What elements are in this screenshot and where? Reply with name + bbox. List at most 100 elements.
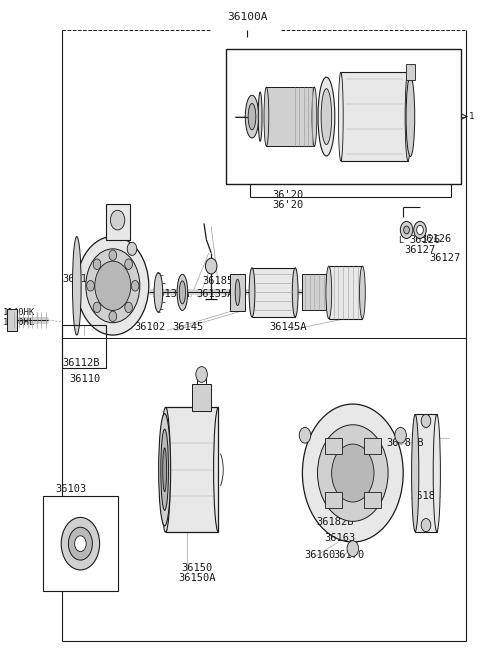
Text: 36150: 36150 <box>181 563 213 573</box>
Ellipse shape <box>235 279 240 306</box>
Text: 36100A: 36100A <box>227 12 267 22</box>
Text: 36127: 36127 <box>404 245 436 255</box>
Text: 36183: 36183 <box>410 491 442 501</box>
Circle shape <box>86 249 140 323</box>
Bar <box>302 274 326 310</box>
Ellipse shape <box>360 266 365 319</box>
Ellipse shape <box>326 266 332 319</box>
Bar <box>324 438 342 454</box>
Text: 36112B: 36112B <box>62 358 100 368</box>
Circle shape <box>125 259 132 269</box>
Text: 36103: 36103 <box>55 484 86 494</box>
Circle shape <box>110 210 125 230</box>
Circle shape <box>421 518 431 532</box>
Circle shape <box>109 250 117 260</box>
Text: 36131A: 36131A <box>152 289 190 299</box>
Text: 36185: 36185 <box>203 276 234 286</box>
Ellipse shape <box>433 415 441 532</box>
Text: 36'20: 36'20 <box>272 191 304 200</box>
Bar <box>364 438 381 454</box>
Text: 36102: 36102 <box>134 322 166 332</box>
Text: 1: 1 <box>469 112 475 121</box>
Ellipse shape <box>72 237 81 335</box>
Ellipse shape <box>405 72 411 161</box>
Circle shape <box>77 237 149 335</box>
Circle shape <box>68 527 92 560</box>
Circle shape <box>74 536 86 552</box>
Ellipse shape <box>318 78 335 156</box>
Circle shape <box>332 444 374 502</box>
Text: 36163: 36163 <box>324 533 355 543</box>
Circle shape <box>95 261 131 311</box>
Text: 36126: 36126 <box>409 235 441 245</box>
Bar <box>192 384 211 411</box>
Text: 36'81B: 36'81B <box>386 438 424 448</box>
Ellipse shape <box>338 72 343 161</box>
Ellipse shape <box>258 92 262 141</box>
Circle shape <box>318 425 388 522</box>
Text: 36126: 36126 <box>420 235 451 244</box>
Circle shape <box>421 415 431 428</box>
Text: 1140HK: 1140HK <box>2 307 35 317</box>
Bar <box>226 49 461 184</box>
Text: L: L <box>398 236 403 245</box>
Bar <box>266 87 314 147</box>
Ellipse shape <box>245 95 259 138</box>
Bar <box>329 266 362 319</box>
Text: 36145: 36145 <box>173 322 204 332</box>
Bar <box>415 415 437 532</box>
Bar <box>230 274 245 311</box>
Circle shape <box>125 302 132 313</box>
Circle shape <box>299 427 311 443</box>
Text: 36117A: 36117A <box>62 274 100 284</box>
Bar <box>252 268 295 317</box>
Text: 36127: 36127 <box>430 253 461 263</box>
Circle shape <box>400 221 413 238</box>
Ellipse shape <box>161 429 168 510</box>
Circle shape <box>109 311 117 322</box>
Circle shape <box>93 259 101 269</box>
Circle shape <box>417 225 423 235</box>
Circle shape <box>127 242 137 256</box>
Ellipse shape <box>248 103 256 129</box>
Circle shape <box>302 404 403 542</box>
Ellipse shape <box>411 415 419 532</box>
Text: 36160: 36160 <box>305 550 336 560</box>
Ellipse shape <box>264 87 269 146</box>
Circle shape <box>61 518 100 570</box>
Circle shape <box>395 427 407 443</box>
Bar <box>43 496 118 591</box>
Text: 36110: 36110 <box>70 374 101 384</box>
Ellipse shape <box>321 89 332 145</box>
Circle shape <box>404 226 409 234</box>
Text: 1140HL: 1140HL <box>2 317 35 327</box>
Ellipse shape <box>177 275 188 310</box>
Bar <box>324 492 342 508</box>
Text: 36135A: 36135A <box>197 289 234 299</box>
Circle shape <box>347 541 359 556</box>
Bar <box>106 204 130 240</box>
Bar <box>364 492 381 508</box>
Text: 36150A: 36150A <box>178 573 216 583</box>
Bar <box>7 309 17 331</box>
Circle shape <box>414 221 426 238</box>
Ellipse shape <box>406 77 415 156</box>
Text: 36182B: 36182B <box>317 517 354 527</box>
Ellipse shape <box>154 273 163 312</box>
Circle shape <box>93 302 101 313</box>
Circle shape <box>205 258 217 274</box>
Circle shape <box>86 281 94 291</box>
Ellipse shape <box>249 268 255 317</box>
Ellipse shape <box>292 268 298 317</box>
Ellipse shape <box>312 87 317 146</box>
Text: 36'20: 36'20 <box>272 200 304 210</box>
Bar <box>406 64 415 80</box>
Ellipse shape <box>158 414 171 526</box>
Ellipse shape <box>180 281 185 304</box>
Ellipse shape <box>161 407 170 532</box>
Bar <box>62 325 106 368</box>
Ellipse shape <box>163 448 167 491</box>
Text: 36170: 36170 <box>334 550 365 560</box>
Circle shape <box>196 367 207 382</box>
Text: 36145A: 36145A <box>269 322 307 332</box>
